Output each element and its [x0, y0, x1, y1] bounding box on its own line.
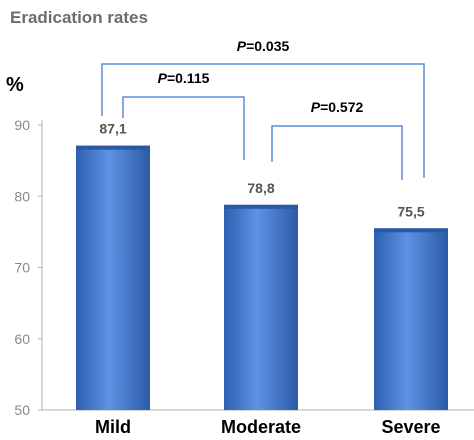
y-tick-label: 50 [14, 402, 30, 418]
bar-top-edge [374, 228, 448, 233]
x-tick-label-severe: Severe [381, 417, 440, 437]
p-value-label: P=0.572 [311, 99, 364, 115]
data-label-severe: 75,5 [397, 203, 424, 219]
x-tick-label-moderate: Moderate [221, 417, 301, 437]
y-tick-label: 70 [14, 260, 30, 276]
p-value-label: P=0.115 [158, 70, 210, 86]
bar-mild [76, 145, 150, 410]
bar-severe [374, 228, 448, 410]
significance-bracket-1-2 [271, 125, 403, 180]
significance-bracket-0-2 [101, 63, 425, 178]
chart-title: Eradication rates [10, 8, 148, 27]
y-axis-unit-label: % [6, 74, 24, 96]
bar-top-edge [224, 204, 298, 209]
data-label-mild: 87,1 [99, 121, 126, 137]
y-tick-label: 80 [14, 188, 30, 204]
significance-bracket-0-1 [122, 96, 245, 160]
data-label-moderate: 78,8 [247, 180, 274, 196]
y-tick-label: 90 [14, 117, 30, 133]
p-value-label: P=0.035 [237, 38, 290, 54]
bar-top-edge [76, 145, 150, 150]
y-tick-label: 60 [14, 331, 30, 347]
bar-moderate [224, 204, 298, 410]
x-tick-label-mild: Mild [95, 417, 131, 437]
